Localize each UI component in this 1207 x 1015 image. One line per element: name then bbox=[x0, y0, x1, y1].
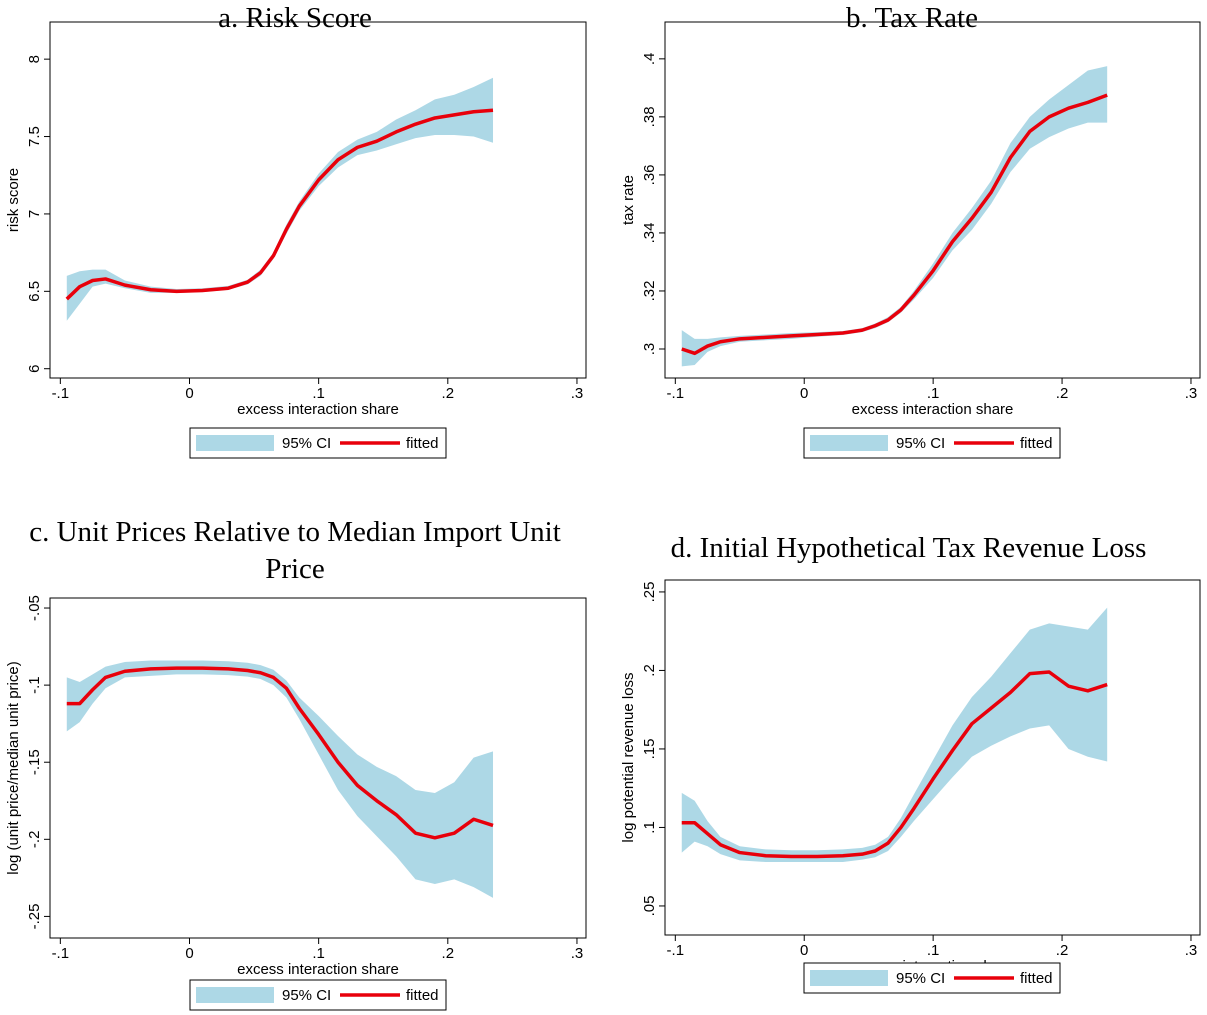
y-tick-label: -.05 bbox=[26, 595, 43, 621]
x-tick-label: .3 bbox=[571, 385, 584, 402]
legend-swatch bbox=[196, 435, 274, 451]
x-tick-label: .1 bbox=[927, 942, 940, 959]
legend-label: 95% CI bbox=[896, 970, 945, 987]
y-tick-label: -.25 bbox=[26, 903, 43, 929]
legend-swatch bbox=[810, 970, 888, 986]
x-axis-label: excess interaction share bbox=[237, 401, 399, 418]
legend-label: 95% CI bbox=[896, 435, 945, 452]
x-axis-label: excess interaction share bbox=[237, 961, 399, 978]
y-tick-label: 7 bbox=[26, 210, 43, 218]
x-tick-label: .2 bbox=[1056, 942, 1069, 959]
legend-label: 95% CI bbox=[282, 435, 331, 452]
legend-label: fitted bbox=[406, 987, 439, 1004]
y-tick-label: -.15 bbox=[26, 749, 43, 775]
ci-band bbox=[66, 660, 494, 898]
legend-label: fitted bbox=[406, 435, 439, 452]
y-axis-label: log potential revenue loss bbox=[620, 672, 637, 842]
x-tick-label: .1 bbox=[927, 385, 940, 402]
y-tick-label: -.1 bbox=[26, 676, 43, 694]
y-tick-label: .25 bbox=[641, 582, 658, 603]
x-tick-label: 0 bbox=[185, 945, 193, 962]
panel-title: b. Tax Rate bbox=[846, 2, 978, 34]
fitted-line bbox=[681, 670, 1108, 859]
plot-frame bbox=[49, 21, 587, 379]
x-tick-label: .1 bbox=[312, 385, 325, 402]
ci-band bbox=[66, 77, 494, 321]
x-tick-label: .2 bbox=[1056, 385, 1069, 402]
plot-frame bbox=[49, 597, 587, 939]
plot-frame bbox=[664, 579, 1201, 936]
x-tick-label: .3 bbox=[1185, 385, 1198, 402]
x-tick-label: .3 bbox=[571, 945, 584, 962]
plot-frame bbox=[664, 21, 1201, 379]
x-tick-label: -.1 bbox=[667, 942, 685, 959]
fitted-line bbox=[66, 666, 494, 840]
y-tick-label: 7.5 bbox=[26, 126, 43, 147]
ci-band bbox=[681, 66, 1108, 367]
y-tick-label: -.2 bbox=[26, 831, 43, 849]
x-axis-label: excess interaction share bbox=[852, 401, 1014, 418]
y-axis-label: risk score bbox=[5, 168, 22, 232]
panel-title: a. Risk Score bbox=[218, 2, 372, 34]
x-tick-label: 0 bbox=[800, 385, 808, 402]
fitted-line bbox=[65, 108, 494, 301]
y-tick-label: .34 bbox=[641, 223, 658, 244]
y-tick-label: .32 bbox=[641, 281, 658, 302]
fitted-line bbox=[681, 93, 1108, 356]
x-tick-label: -.1 bbox=[667, 385, 685, 402]
y-tick-label: 6.5 bbox=[26, 281, 43, 302]
y-tick-label: .36 bbox=[641, 164, 658, 185]
legend-label: 95% CI bbox=[282, 987, 331, 1004]
y-tick-label: 6 bbox=[26, 365, 43, 373]
y-tick-label: .4 bbox=[641, 53, 658, 66]
panel-title: c. Unit Prices Relative to Median Import… bbox=[29, 516, 561, 585]
y-axis-label: log (unit price/median unit price) bbox=[5, 661, 22, 874]
y-axis-label: tax rate bbox=[620, 175, 637, 225]
x-tick-label: -.1 bbox=[52, 945, 70, 962]
y-tick-label: .3 bbox=[641, 343, 658, 356]
panel-title: d. Initial Hypothetical Tax Revenue Loss bbox=[670, 532, 1147, 564]
x-tick-label: 0 bbox=[800, 942, 808, 959]
x-tick-label: .1 bbox=[312, 945, 325, 962]
y-tick-label: 8 bbox=[26, 55, 43, 63]
y-tick-label: .1 bbox=[641, 821, 658, 834]
legend-swatch bbox=[810, 435, 888, 451]
y-tick-label: .05 bbox=[641, 896, 658, 917]
legend-label: fitted bbox=[1020, 970, 1053, 987]
legend-swatch bbox=[196, 987, 274, 1003]
y-tick-label: .2 bbox=[641, 664, 658, 677]
x-tick-label: 0 bbox=[185, 385, 193, 402]
x-tick-label: .3 bbox=[1185, 942, 1198, 959]
x-tick-label: .2 bbox=[442, 385, 455, 402]
legend-label: fitted bbox=[1020, 435, 1053, 452]
y-tick-label: .15 bbox=[641, 739, 658, 760]
ci-band bbox=[681, 607, 1108, 862]
y-tick-label: .38 bbox=[641, 106, 658, 127]
x-tick-label: .2 bbox=[442, 945, 455, 962]
x-tick-label: -.1 bbox=[52, 385, 70, 402]
